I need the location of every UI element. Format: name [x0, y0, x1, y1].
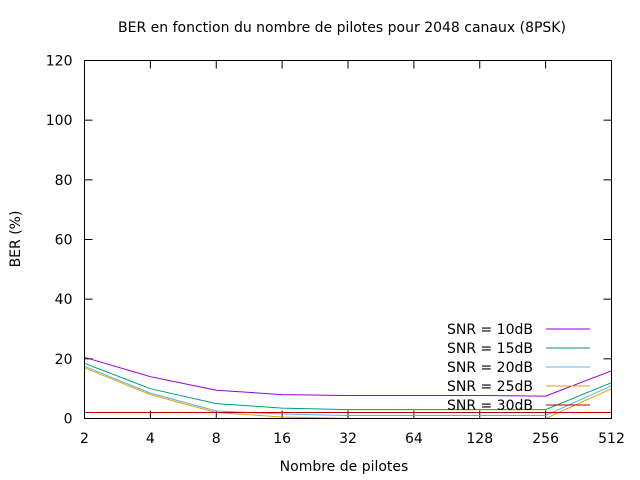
x-tick-label: 16	[273, 431, 291, 447]
y-tick-label: 120	[46, 54, 73, 70]
legend: SNR = 10dB SNR = 15dB SNR = 20dB SNR = 25dB…	[447, 322, 590, 414]
x-tick-label: 256	[532, 431, 559, 447]
y-tick-label: 0	[64, 412, 73, 428]
x-tick-label: 64	[405, 431, 423, 447]
x-axis: 2 4 8 16 32 64 128 256 512	[80, 60, 625, 447]
series-line-1	[84, 356, 612, 397]
legend-label: SNR = 10dB	[447, 322, 533, 338]
legend-label: SNR = 15dB	[447, 341, 533, 357]
y-tick-label: 60	[55, 233, 73, 249]
x-axis-label: Nombre de pilotes	[280, 459, 409, 475]
x-tick-label: 8	[212, 431, 221, 447]
series-line-3	[84, 365, 612, 416]
x-tick-label: 32	[339, 431, 357, 447]
y-axis: 0 20 40 60 80 100 120	[46, 54, 612, 428]
y-tick-label: 40	[55, 292, 73, 308]
y-tick-label: 80	[55, 173, 73, 189]
x-tick-label: 2	[80, 431, 89, 447]
x-tick-label: 128	[466, 431, 493, 447]
legend-label: SNR = 25dB	[447, 379, 533, 395]
plot-frame	[84, 60, 612, 419]
x-tick-label: 512	[598, 431, 625, 447]
y-axis-label: BER (%)	[8, 211, 24, 268]
y-tick-label: 100	[46, 113, 73, 129]
y-tick-label: 20	[55, 352, 73, 368]
series-line-2	[84, 362, 612, 411]
legend-label: SNR = 30dB	[447, 398, 533, 414]
legend-label: SNR = 20dB	[447, 360, 533, 376]
chart-title: BER en fonction du nombre de pilotes pou…	[118, 20, 566, 36]
x-tick-label: 4	[146, 431, 155, 447]
